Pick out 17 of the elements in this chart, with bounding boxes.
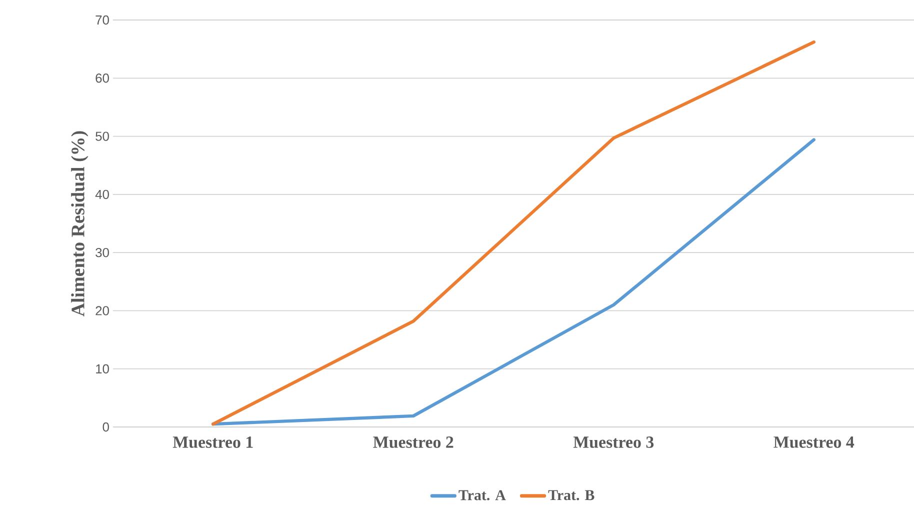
x-tick-label: Muestreo 4 <box>774 436 854 448</box>
y-tick-label: 30 <box>96 248 109 258</box>
y-tick-label: 10 <box>96 364 109 374</box>
legend-label: Trat. A <box>458 490 506 500</box>
y-tick-label: 40 <box>95 190 109 200</box>
x-tick-label: Muestreo 3 <box>573 436 654 448</box>
line-series <box>212 40 816 426</box>
x-tick-label: Muestreo 1 <box>172 436 253 448</box>
y-axis-title: Alimento Residual (%) <box>71 131 88 316</box>
y-tick-label: 70 <box>96 15 109 25</box>
line-series <box>212 138 816 426</box>
y-tick-label: 50 <box>96 132 109 141</box>
y-tick-label: 60 <box>96 74 109 83</box>
y-tick-label: 20 <box>96 306 109 316</box>
y-tick-label: 0 <box>102 422 109 432</box>
x-tick-label: Muestreo 2 <box>373 436 454 448</box>
legend-label: Trat. B <box>548 490 594 500</box>
